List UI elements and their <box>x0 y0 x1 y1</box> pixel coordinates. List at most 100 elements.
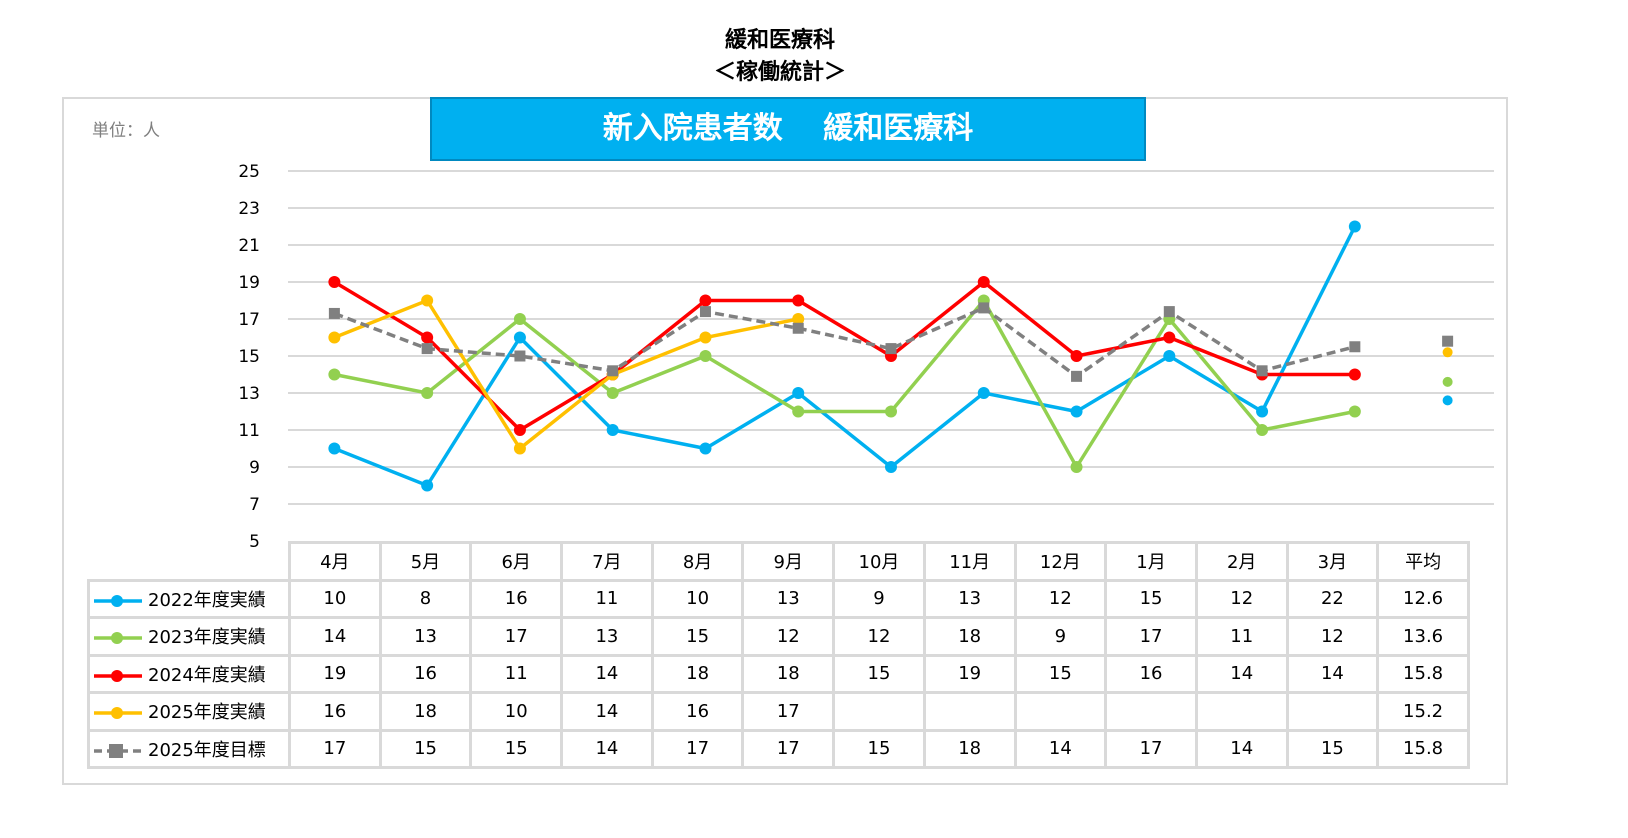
x-tick-label: 1月 <box>1104 541 1198 582</box>
legend-label: 2025年度目標 <box>148 739 266 761</box>
data-label: 12 <box>1285 616 1380 657</box>
x-tick-label: 2月 <box>1194 541 1289 582</box>
data-label: 17 <box>650 728 745 769</box>
x-tick-label: 4月 <box>288 541 382 582</box>
legend-label: 2022年度実績 <box>148 589 266 611</box>
legend-label: 2024年度実績 <box>148 664 266 686</box>
data-label: 15 <box>650 616 745 657</box>
legend-entry: 2023年度実績 <box>87 616 291 657</box>
data-label: 11 <box>1194 616 1289 657</box>
x-tick-label: 5月 <box>378 541 473 582</box>
data-label: 14 <box>560 653 654 694</box>
data-point <box>606 424 619 436</box>
data-point <box>885 405 897 418</box>
data-point <box>978 302 990 314</box>
legend-symbol-icon <box>94 669 142 682</box>
series-line-2025年度目標 <box>333 305 1356 379</box>
data-point <box>885 343 897 355</box>
data-point <box>977 387 990 399</box>
y-tick-label: 5 <box>249 532 260 552</box>
data-label: 10 <box>469 691 564 732</box>
series-line-2025年度実績 <box>333 298 799 452</box>
data-point <box>421 479 434 492</box>
x-tick-label: 6月 <box>469 541 564 582</box>
data-point <box>1070 405 1083 418</box>
table-row: 2023年度実績 14 13 17 13 15 12 12 18 9 17 11 12 13.6 <box>87 616 1470 657</box>
y-tick-label: 17 <box>238 310 260 330</box>
data-label: 10 <box>288 578 382 619</box>
page-subtitle: ＜稼働統計＞ <box>713 60 846 85</box>
x-tick-label: 10月 <box>832 541 926 582</box>
x-tick-label: 平均 <box>1376 541 1470 582</box>
data-point <box>1348 368 1361 381</box>
data-label: 12 <box>832 616 926 657</box>
data-label <box>832 691 926 732</box>
unit-label: 単位：人 <box>92 121 160 141</box>
x-tick-label: 3月 <box>1285 541 1380 582</box>
data-point <box>1163 350 1176 362</box>
legend-label: 2025年度実績 <box>148 702 266 724</box>
data-point <box>792 322 804 334</box>
data-label: 12.6 <box>1376 578 1470 619</box>
data-label: 15 <box>832 653 926 694</box>
table-header-row: 4月 5月 6月 7月 8月 9月 10月 11月 12月 1月 2月 3月 平均 <box>88 541 1470 582</box>
data-label: 12 <box>1013 578 1108 619</box>
y-tick-label: 19 <box>238 273 260 293</box>
y-tick-label: 11 <box>238 421 260 441</box>
data-point <box>792 313 805 325</box>
data-point <box>1442 376 1453 387</box>
data-point <box>513 424 526 436</box>
data-label <box>1013 691 1108 732</box>
data-label: 17 <box>1104 616 1198 657</box>
data-point <box>1348 220 1361 233</box>
data-point <box>792 405 805 418</box>
data-label: 15 <box>832 728 926 769</box>
data-label: 15.8 <box>1376 653 1470 694</box>
y-tick-label: 23 <box>238 199 260 219</box>
data-label: 14 <box>1285 653 1380 694</box>
data-label <box>1285 691 1380 732</box>
data-label: 15 <box>1104 578 1198 619</box>
data-point <box>1256 424 1269 436</box>
data-point <box>1349 341 1361 353</box>
data-point <box>1163 331 1176 344</box>
data-label: 14 <box>560 691 654 732</box>
table-row: 2024年度実績 19 16 11 14 18 18 15 19 15 16 14 14 15.8 <box>87 653 1470 694</box>
table-row: 2025年度実績 16 18 10 14 16 17 15.2 <box>87 691 1470 732</box>
data-label: 12 <box>741 616 836 657</box>
data-label: 19 <box>922 653 1017 694</box>
legend-entry: 2024年度実績 <box>87 653 291 694</box>
data-label: 8 <box>378 578 473 619</box>
data-label: 13 <box>560 616 654 657</box>
data-label: 13.6 <box>1376 616 1470 657</box>
data-point <box>792 294 805 307</box>
data-label: 17 <box>469 616 564 657</box>
x-tick-label: 7月 <box>560 541 654 582</box>
y-tick-label: 7 <box>249 495 260 515</box>
legend-entry: 2025年度目標 <box>87 728 291 769</box>
data-point <box>606 387 619 399</box>
data-point <box>513 331 526 344</box>
data-label <box>1194 691 1289 732</box>
data-point <box>885 461 897 473</box>
legend-symbol-icon <box>94 594 142 607</box>
data-point <box>792 387 805 399</box>
data-point <box>421 331 434 344</box>
data-point <box>699 331 712 344</box>
y-tick-label: 21 <box>238 236 260 256</box>
data-point <box>699 350 712 362</box>
data-label: 18 <box>922 728 1017 769</box>
data-label: 10 <box>650 578 745 619</box>
data-label: 15 <box>1285 728 1380 769</box>
data-label: 15.2 <box>1376 691 1470 732</box>
data-label: 18 <box>741 653 836 694</box>
data-point <box>1070 461 1083 473</box>
data-label: 15 <box>378 728 473 769</box>
data-label: 14 <box>560 728 654 769</box>
data-label: 18 <box>650 653 745 694</box>
chart-title-banner: 新入院患者数 緩和医療科 <box>430 97 1146 161</box>
y-tick-label: 15 <box>238 347 260 367</box>
y-tick-label: 9 <box>249 458 260 478</box>
data-label: 9 <box>832 578 926 619</box>
data-label: 14 <box>288 616 382 657</box>
